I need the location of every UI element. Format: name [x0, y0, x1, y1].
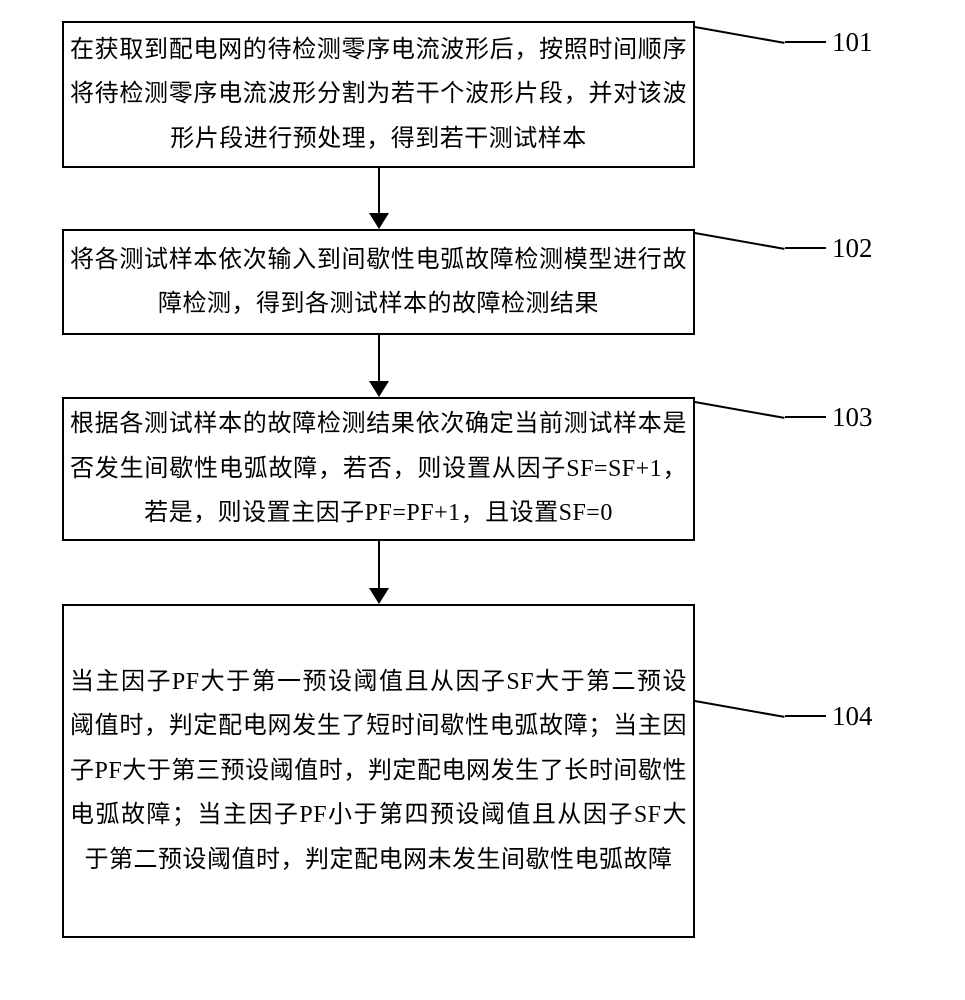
arrow-shaft-0	[378, 168, 380, 213]
leader-horiz-103	[785, 416, 826, 418]
step-102-label: 102	[832, 233, 873, 264]
leader-horiz-102	[785, 247, 826, 249]
leader-diag-104	[695, 700, 785, 718]
step-101-box: 在获取到配电网的待检测零序电流波形后，按照时间顺序将待检测零序电流波形分割为若干…	[62, 21, 695, 168]
step-101-label: 101	[832, 27, 873, 58]
leader-diag-102	[695, 232, 785, 250]
leader-horiz-104	[785, 715, 826, 717]
step-104-box: 当主因子PF大于第一预设阈值且从因子SF大于第二预设阈值时，判定配电网发生了短时…	[62, 604, 695, 938]
step-104-label: 104	[832, 701, 873, 732]
step-101-text: 在获取到配电网的待检测零序电流波形后，按照时间顺序将待检测零序电流波形分割为若干…	[64, 28, 693, 161]
arrow-head-2	[369, 588, 389, 604]
leader-diag-103	[695, 401, 785, 419]
step-103-label: 103	[832, 402, 873, 433]
flowchart-canvas: { "layout": { "canvas": { "width": 965, …	[0, 0, 965, 1000]
step-104-text: 当主因子PF大于第一预设阈值且从因子SF大于第二预设阈值时，判定配电网发生了短时…	[64, 660, 693, 882]
arrow-head-0	[369, 213, 389, 229]
arrow-head-1	[369, 381, 389, 397]
step-102-box: 将各测试样本依次输入到间歇性电弧故障检测模型进行故障检测，得到各测试样本的故障检…	[62, 229, 695, 335]
step-102-text: 将各测试样本依次输入到间歇性电弧故障检测模型进行故障检测，得到各测试样本的故障检…	[64, 238, 693, 327]
step-103-text: 根据各测试样本的故障检测结果依次确定当前测试样本是否发生间歇性电弧故障，若否，则…	[64, 402, 693, 535]
arrow-shaft-2	[378, 541, 380, 588]
leader-horiz-101	[785, 41, 826, 43]
arrow-shaft-1	[378, 335, 380, 381]
leader-diag-101	[695, 26, 785, 44]
step-103-box: 根据各测试样本的故障检测结果依次确定当前测试样本是否发生间歇性电弧故障，若否，则…	[62, 397, 695, 541]
